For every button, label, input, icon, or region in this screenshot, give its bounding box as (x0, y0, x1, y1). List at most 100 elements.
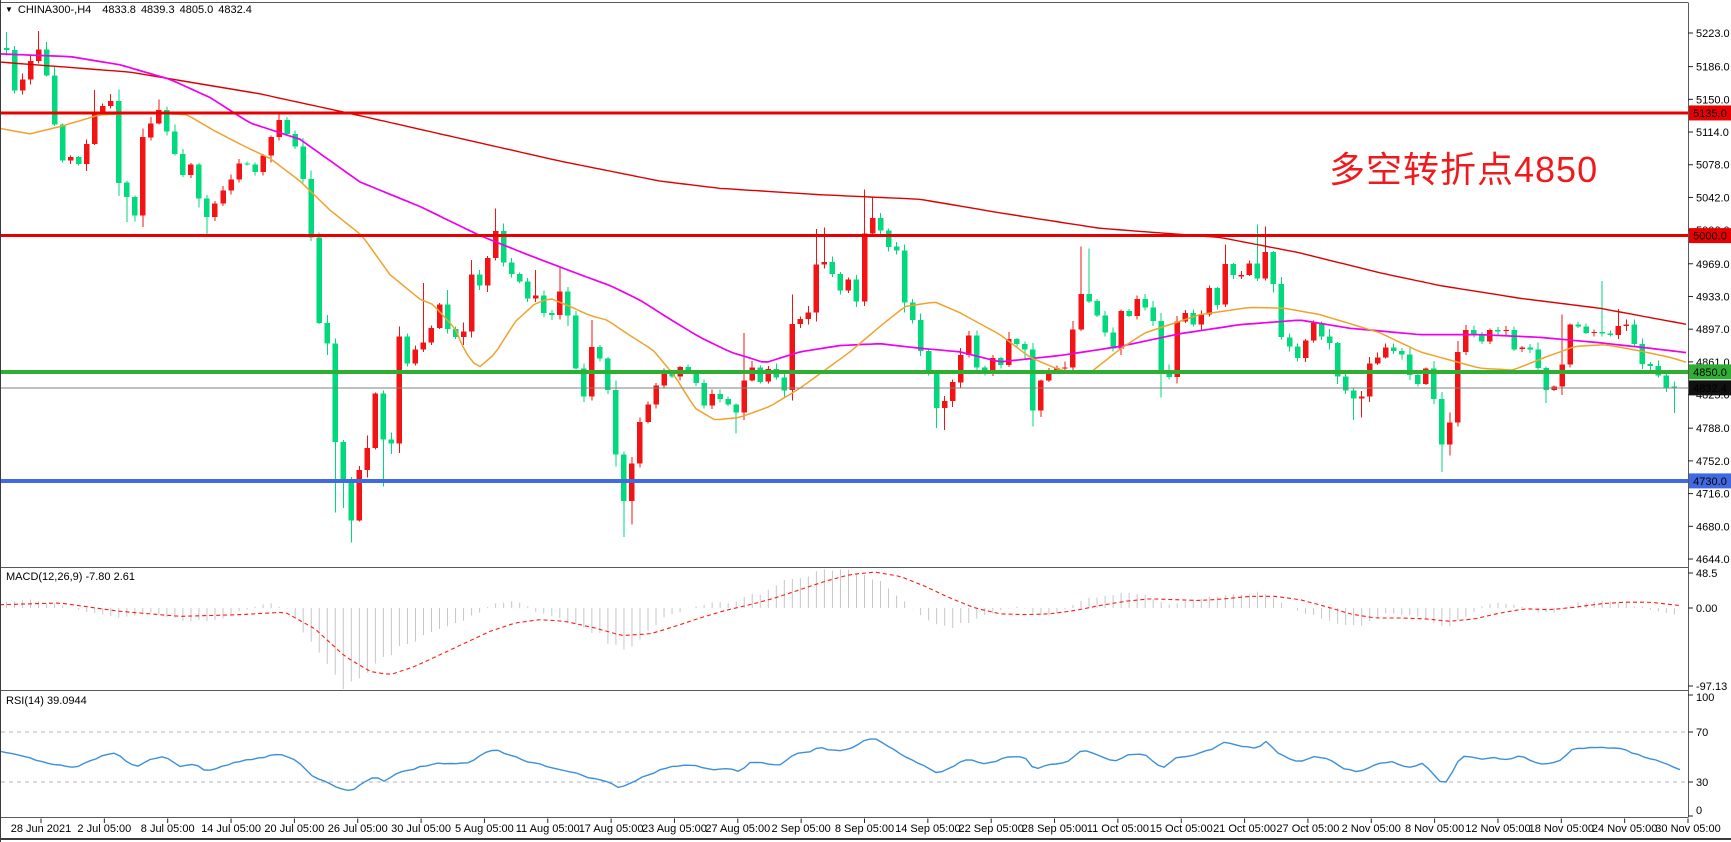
candle-body (1302, 340, 1309, 358)
candle-body (925, 351, 932, 374)
rsi-line (0, 738, 1681, 792)
candle-body (821, 262, 828, 265)
candle-body (1158, 320, 1164, 373)
candle-body (51, 75, 58, 125)
candle-body (388, 439, 395, 444)
candle-body (541, 295, 547, 313)
price-tick-label: 4752.0 (1696, 456, 1730, 468)
moving-average-mid (0, 53, 1687, 363)
candle-body (797, 319, 804, 325)
candle-body (1495, 330, 1501, 332)
candle-body (829, 262, 836, 274)
candle-body (853, 279, 860, 302)
candle-body (1599, 332, 1605, 334)
macd-tick-label: 0.00 (1696, 603, 1717, 615)
price-tick-label: 5186.0 (1696, 62, 1730, 74)
candle-body (380, 393, 387, 440)
candle-body (1270, 252, 1277, 284)
candle-body (212, 203, 218, 217)
candle-body (1559, 364, 1565, 387)
candle-body (1286, 337, 1293, 347)
candle-body (1078, 293, 1084, 330)
price-marker (1689, 364, 1731, 380)
candle-body (260, 155, 266, 172)
candle-body (252, 164, 258, 172)
time-axis-label: 27 Oct 05:00 (1276, 823, 1339, 835)
candle-body (244, 163, 250, 165)
candle-body (404, 336, 411, 364)
time-axis-label: 22 Sep 05:00 (958, 823, 1023, 835)
candle-body (220, 190, 226, 204)
candle-body (348, 480, 355, 521)
candle-body (605, 358, 611, 391)
candle-body (573, 315, 579, 369)
candle-body (420, 342, 427, 350)
candle-body (1022, 344, 1028, 350)
candle-body (813, 264, 820, 313)
candle-body (276, 120, 282, 138)
annotation-text: 多空转折点4850 (1329, 149, 1599, 190)
symbol-dropdown-icon[interactable]: ▼ (5, 5, 13, 14)
candle-body (741, 380, 747, 413)
candle-body (549, 313, 555, 316)
candle-body (75, 157, 82, 164)
candle-body (701, 382, 707, 406)
candle-body (300, 146, 306, 179)
time-axis-label: 17 Aug 05:00 (579, 823, 644, 835)
candle-body (1310, 322, 1317, 341)
candle-body (789, 324, 796, 391)
candle-body (613, 390, 619, 455)
candle-body (1423, 368, 1429, 384)
candle-body (837, 273, 844, 291)
price-marker (1689, 380, 1731, 396)
candle-body (765, 369, 771, 382)
candle-body (492, 230, 499, 258)
price-tick-label: 4680.0 (1696, 521, 1730, 533)
time-axis-label: 12 Nov 05:00 (1465, 823, 1530, 835)
price-tick-label: 5042.0 (1696, 192, 1730, 204)
candle-body (436, 304, 443, 328)
candle-body (1326, 336, 1333, 343)
time-axis-label: 8 Jul 05:00 (141, 823, 195, 835)
candle-body (1567, 324, 1573, 365)
candle-body (517, 273, 523, 282)
time-axis-label: 30 Nov 05:00 (1655, 823, 1720, 835)
candle-body (1671, 386, 1678, 388)
candle-body (452, 328, 459, 337)
macd-panel (0, 569, 1681, 689)
candle-body (484, 258, 491, 286)
candle-body (1503, 330, 1509, 332)
candle-body (59, 124, 66, 161)
candle-body (621, 454, 627, 501)
macd-tick-label: -97.13 (1696, 681, 1727, 693)
candle-body (950, 382, 956, 401)
candle-body (1455, 352, 1461, 423)
price-tick-label: 5150.0 (1696, 94, 1730, 106)
candle-body (43, 49, 50, 76)
candle-body (885, 230, 892, 247)
candle-body (557, 291, 563, 316)
candle-body (1583, 326, 1589, 334)
time-axis-label: 30 Jul 05:00 (391, 823, 451, 835)
candle-body (1222, 264, 1229, 305)
candle-body (1399, 350, 1405, 355)
candle-body (909, 302, 916, 321)
candle-body (508, 262, 515, 274)
time-axis-label: 14 Sep 05:00 (895, 823, 960, 835)
price-tick-label: 4897.0 (1696, 324, 1730, 336)
price-marker-label: 4850.0 (1693, 367, 1727, 379)
candle-body (1647, 364, 1654, 367)
candle-body (396, 336, 403, 444)
price-tick-label: 4933.0 (1696, 291, 1730, 303)
candle-body (92, 112, 98, 144)
candle-body (1479, 334, 1485, 342)
candle-body (1134, 299, 1140, 316)
time-axis-label: 2 Sep 05:00 (771, 823, 830, 835)
candle-body (1230, 264, 1237, 276)
time-axis-label: 24 Nov 05:00 (1592, 823, 1657, 835)
candle-body (83, 144, 90, 164)
candle-body (974, 335, 980, 368)
time-axis-label: 27 Aug 05:00 (705, 823, 770, 835)
